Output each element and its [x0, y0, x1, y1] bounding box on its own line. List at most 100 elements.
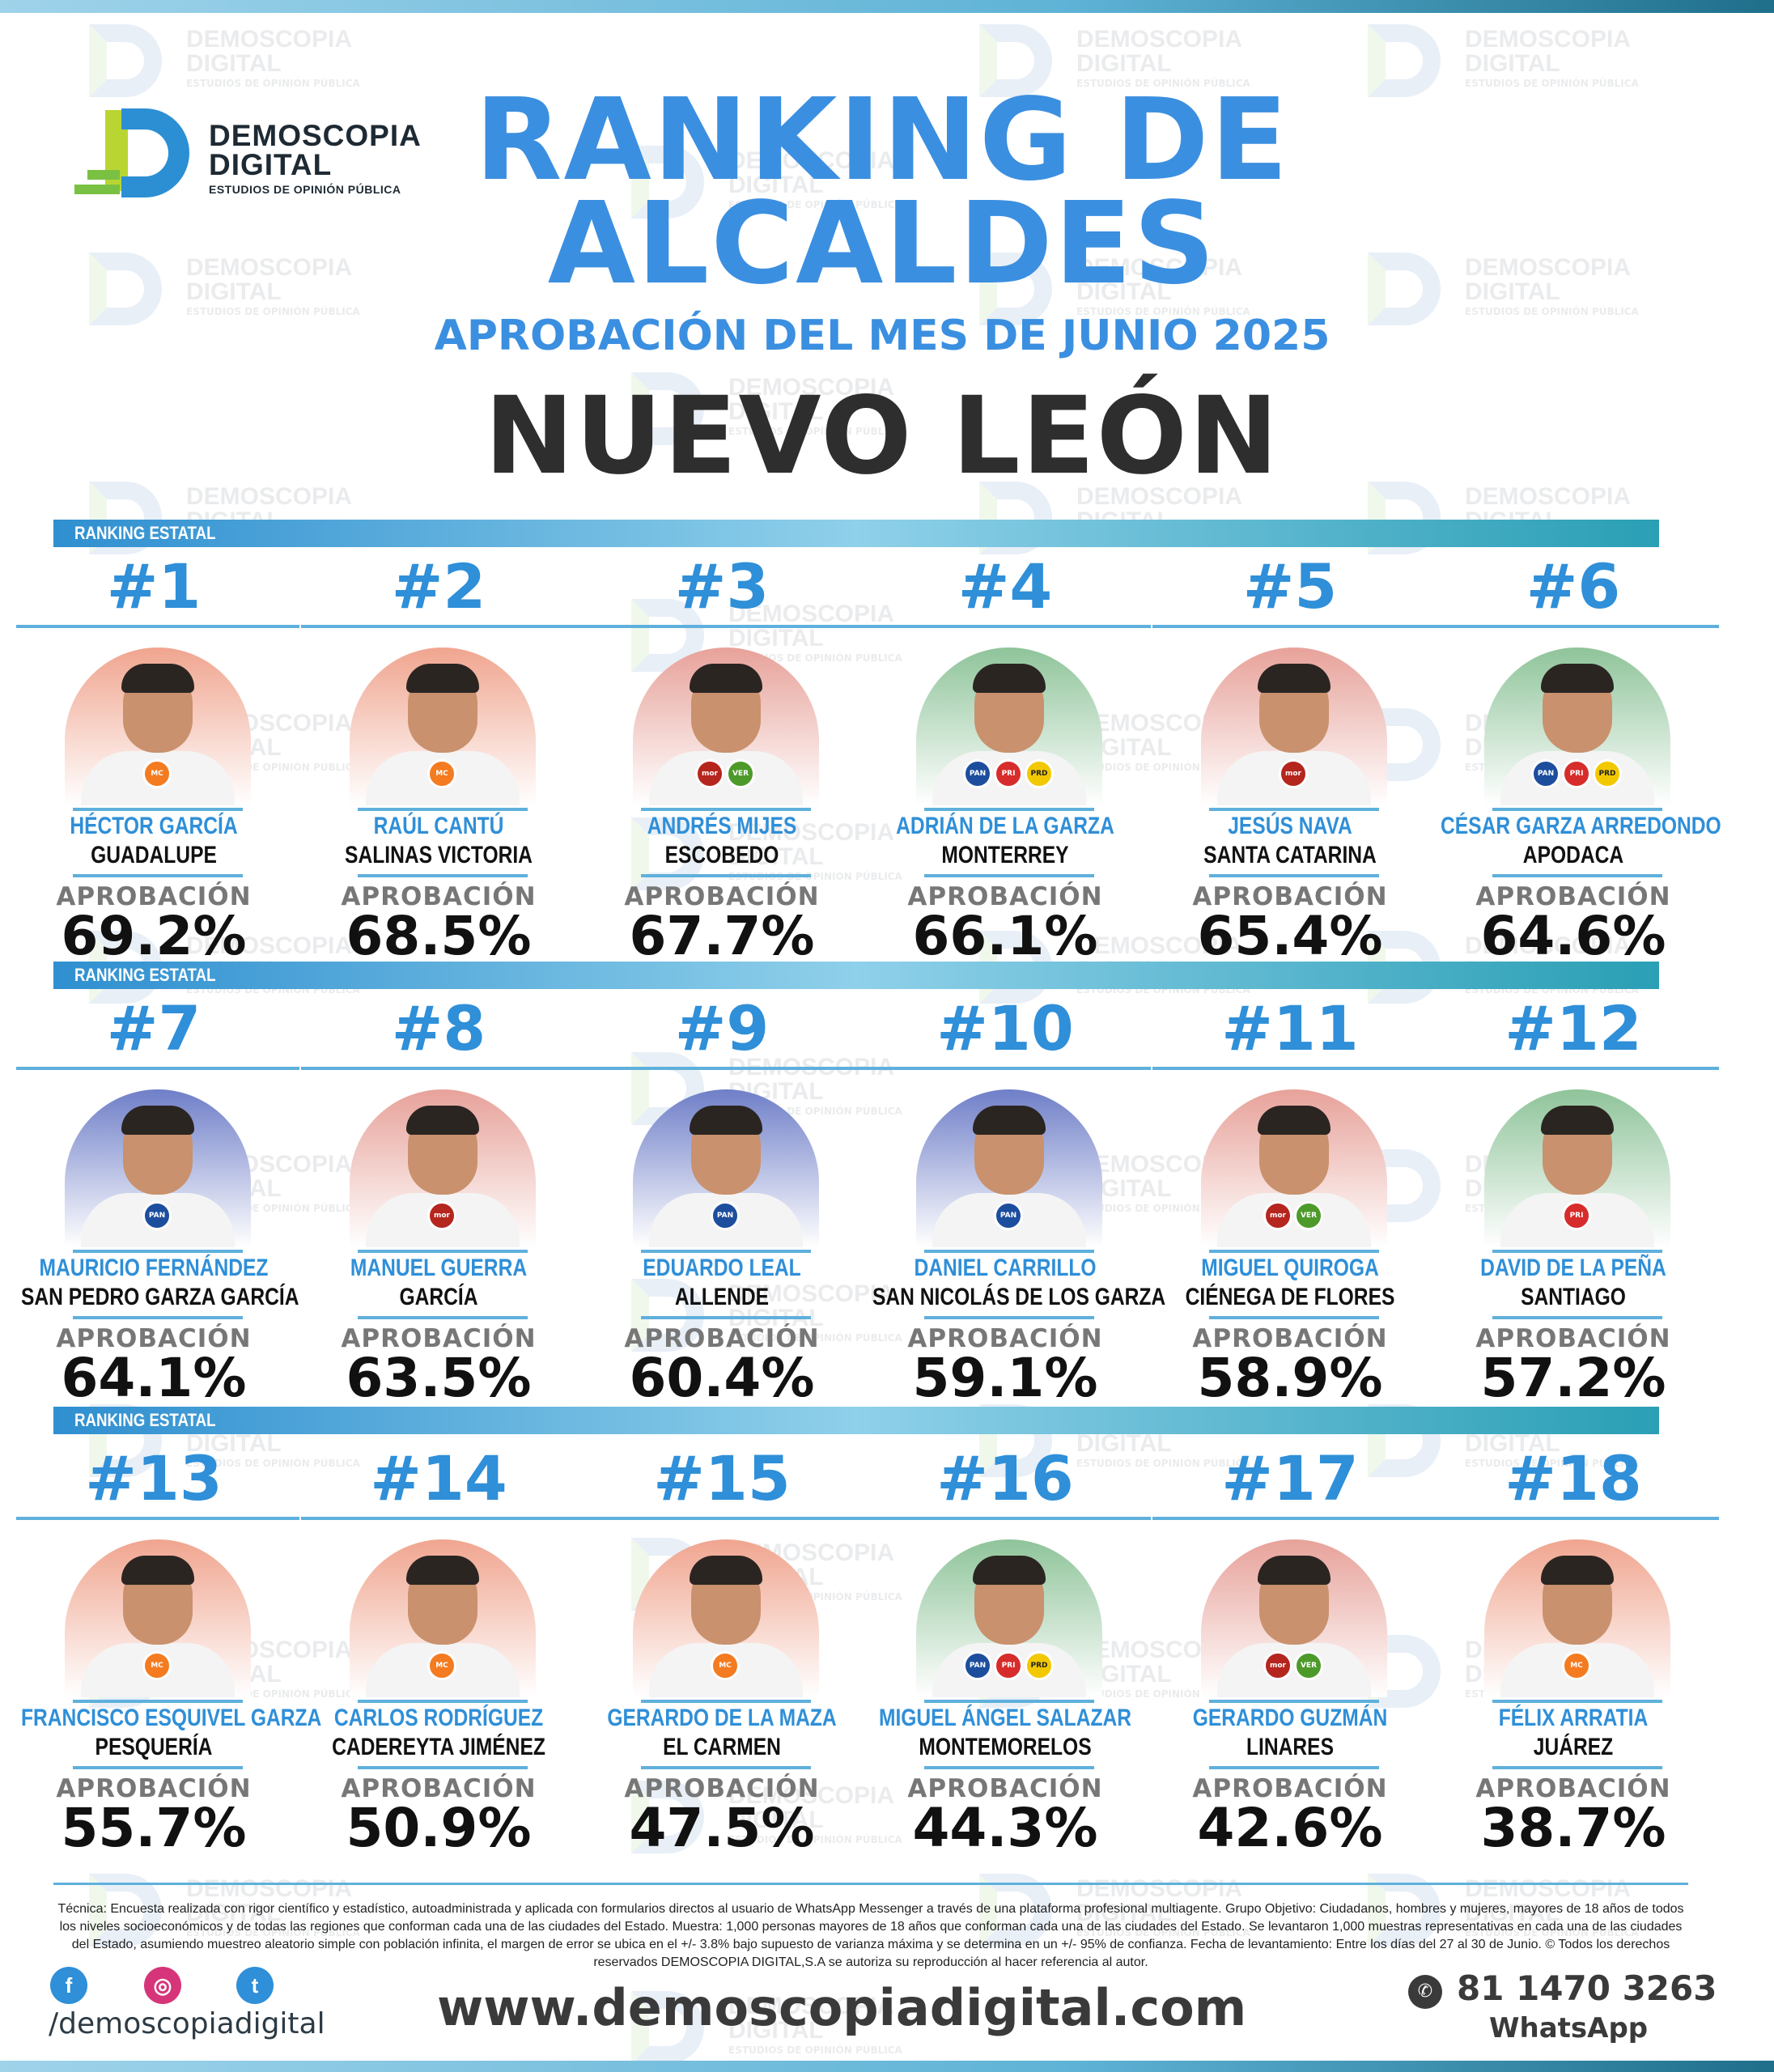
approval-label: APROBACIÓN	[1475, 1324, 1671, 1353]
mayor-photo: mor VER	[633, 648, 819, 805]
rank-number: #3	[674, 550, 770, 622]
party-logo-icon: PRD	[1593, 759, 1622, 788]
party-logo-icon: MC	[427, 1651, 456, 1680]
party-logo-icon: mor	[695, 759, 724, 788]
approval-label: APROBACIÓN	[1475, 1774, 1671, 1803]
city-divider	[358, 874, 528, 877]
municipality-name: ALLENDE	[674, 1284, 770, 1310]
mayor-card: #15 MC GERARDO DE LA MAZA EL CARMEN APROBACI…	[584, 1442, 868, 1859]
rank-divider	[868, 1517, 1151, 1520]
mayor-card: #10 PAN DANIEL CARRILLO SAN NICOLÁS DE LOS …	[868, 992, 1165, 1409]
social-handle[interactable]: /demoscopiadigital	[49, 2007, 325, 2040]
party-logo-icon: MC	[427, 759, 456, 788]
mayor-photo: MC	[633, 1539, 819, 1697]
mayor-photo: PAN	[916, 1089, 1102, 1247]
municipality-name: SANTIAGO	[1521, 1284, 1626, 1310]
mayor-name: MIGUEL QUIROGA	[1201, 1255, 1379, 1281]
municipality-name: MONTEMORELOS	[919, 1734, 1092, 1760]
name-divider	[1492, 1250, 1662, 1253]
city-divider	[73, 1316, 243, 1319]
mayor-card: #14 MC CARLOS RODRÍGUEZ CADEREYTA JIMÉNEZ AP…	[301, 1442, 584, 1859]
rank-number: #10	[936, 992, 1074, 1064]
rank-number: #4	[957, 550, 1053, 622]
approval-value: 60.4%	[629, 1347, 815, 1409]
mayor-card: #6 PAN PRI PRD CÉSAR GARZA ARREDONDO APODACA A…	[1436, 550, 1721, 967]
mayor-photo: MC	[65, 1539, 251, 1697]
rank-number: #16	[936, 1442, 1074, 1514]
approval-label: APROBACIÓN	[56, 882, 252, 911]
rank-divider	[301, 1517, 584, 1520]
approval-label: APROBACIÓN	[1192, 1324, 1388, 1353]
instagram-icon[interactable]: ◎	[144, 1967, 181, 2004]
name-divider	[1492, 1700, 1662, 1703]
mayor-card: #13 MC FRANCISCO ESQUIVEL GARZA PESQUERÍA AP…	[16, 1442, 321, 1859]
rank-divider	[301, 1067, 584, 1070]
approval-value: 58.9%	[1197, 1347, 1383, 1409]
rank-number: #14	[370, 1442, 507, 1514]
mayor-name: MAURICIO FERNÁNDEZ	[39, 1255, 269, 1281]
city-divider	[641, 1316, 811, 1319]
rank-divider	[1152, 1517, 1436, 1520]
twitter-icon[interactable]: t	[236, 1967, 274, 2004]
party-logo-icon: PRI	[1562, 1201, 1591, 1230]
website-link[interactable]: www.demoscopiadigital.com	[437, 1978, 1247, 2037]
mayor-card: #18 MC FÉLIX ARRATIA JUÁREZ APROBACIÓN 38.7%	[1436, 1442, 1719, 1859]
whatsapp-icon[interactable]: ✆	[1408, 1975, 1442, 2009]
municipality-name: LINARES	[1246, 1734, 1334, 1760]
municipality-name: PESQUERÍA	[95, 1734, 213, 1760]
rank-divider	[16, 1517, 299, 1520]
party-logo-icon: mor	[1279, 759, 1308, 788]
phone-number[interactable]: 81 1470 3263	[1457, 1968, 1717, 2008]
rank-divider	[868, 1067, 1151, 1070]
party-logo-icon: PAN	[963, 1651, 992, 1680]
mayor-photo: MC	[350, 648, 536, 805]
approval-value: 64.1%	[61, 1347, 247, 1409]
rank-divider	[1152, 1067, 1436, 1070]
rank-divider	[1436, 1517, 1719, 1520]
mayor-card: #2 MC RAÚL CANTÚ SALINAS VICTORIA APROBACIÓN…	[301, 550, 584, 967]
page-title: RANKING DE ALCALDES	[474, 74, 1290, 310]
party-logo-icon: PAN	[963, 759, 992, 788]
city-divider	[641, 874, 811, 877]
municipality-name: SAN PEDRO GARZA GARCÍA	[21, 1284, 299, 1310]
approval-label: APROBACIÓN	[56, 1324, 252, 1353]
city-divider	[1209, 1766, 1379, 1769]
municipality-name: GUADALUPE	[91, 842, 217, 868]
approval-value: 50.9%	[346, 1797, 532, 1859]
mayor-photo: MC	[350, 1539, 536, 1697]
approval-value: 69.2%	[61, 905, 247, 967]
city-divider	[1209, 1316, 1379, 1319]
municipality-name: JUÁREZ	[1533, 1734, 1614, 1760]
party-logo-icon: VER	[1294, 1201, 1323, 1230]
bottom-accent-bar	[0, 2061, 1774, 2072]
mayor-card: #17 mor VER GERARDO GUZMÁN LINARES APROBACIÓN…	[1152, 1442, 1436, 1859]
municipality-name: CADEREYTA JIMÉNEZ	[332, 1734, 545, 1760]
mayor-photo: mor	[350, 1089, 536, 1247]
rank-divider	[584, 625, 868, 628]
party-logo-icon: PAN	[1531, 759, 1560, 788]
party-logo-icon: PRI	[994, 759, 1023, 788]
name-divider	[641, 808, 811, 811]
municipality-name: SALINAS VICTORIA	[345, 842, 533, 868]
page-subtitle: APROBACIÓN DEL MES DE JUNIO 2025	[434, 312, 1330, 360]
party-logo-icon: PRD	[1025, 759, 1054, 788]
name-divider	[73, 1250, 243, 1253]
rank-divider	[584, 1067, 868, 1070]
approval-value: 57.2%	[1480, 1347, 1666, 1409]
facebook-icon[interactable]: f	[50, 1967, 87, 2004]
approval-label: APROBACIÓN	[624, 1774, 820, 1803]
top-accent-bar	[0, 0, 1774, 13]
mayor-card: #11 mor VER MIGUEL QUIROGA CIÉNEGA DE FLORES…	[1152, 992, 1436, 1409]
city-divider	[924, 874, 1094, 877]
approval-label: APROBACIÓN	[624, 1324, 820, 1353]
approval-label: APROBACIÓN	[624, 882, 820, 911]
mayor-photo: PRI	[1484, 1089, 1670, 1247]
approval-label: APROBACIÓN	[56, 1774, 252, 1803]
